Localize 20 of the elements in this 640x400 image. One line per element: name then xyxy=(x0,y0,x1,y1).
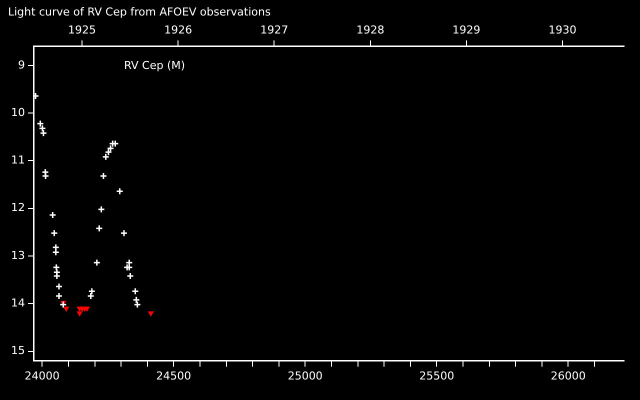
y-tick-label: 10 xyxy=(10,106,25,119)
x2-tick-label: 1930 xyxy=(548,24,576,37)
x2-tick-label: 1929 xyxy=(452,24,480,37)
x-tick-label: 25500 xyxy=(419,369,454,382)
x-tick-label: 26000 xyxy=(550,369,586,382)
x2-tick-label: 1927 xyxy=(260,24,288,37)
x2-tick-label: 1926 xyxy=(164,24,192,37)
x2-tick-label: 1928 xyxy=(356,24,384,37)
x2-tick-label: 1925 xyxy=(68,24,96,37)
x-tick-label: 25000 xyxy=(288,369,323,382)
annotation: RV Cep (M) xyxy=(124,58,186,72)
y-tick-label: 13 xyxy=(10,248,25,262)
y-tick-label: 14 xyxy=(10,296,25,310)
x-tick-label: 24000 xyxy=(24,369,60,382)
y-tick-label: 12 xyxy=(10,201,25,214)
x-tick-label: 24500 xyxy=(156,369,192,382)
y-tick-label: 9 xyxy=(18,58,25,72)
y-tick-label: 11 xyxy=(10,154,25,167)
chart-title: Light curve of RV Cep from AFOEV observations xyxy=(8,5,271,18)
y-tick-label: 15 xyxy=(10,344,25,358)
